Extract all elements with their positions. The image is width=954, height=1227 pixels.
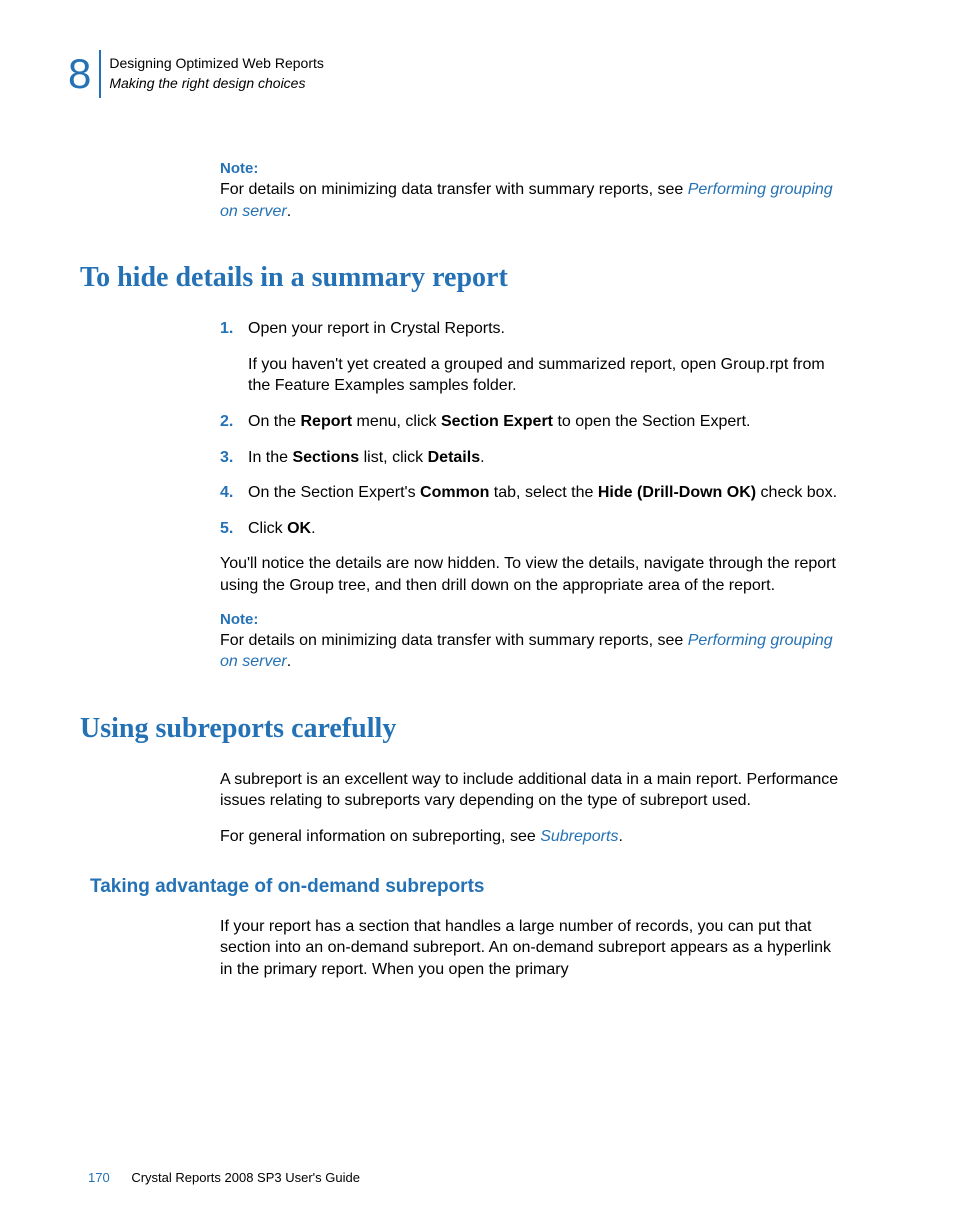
list-item: 5. Click OK. — [220, 518, 840, 540]
header-divider — [99, 50, 101, 98]
steps-list: 1. Open your report in Crystal Reports. … — [220, 318, 840, 539]
note-text-after: . — [287, 203, 291, 220]
subreports-link[interactable]: Subreports — [540, 828, 618, 845]
step-number: 2. — [220, 411, 233, 433]
after-steps-para: You'll notice the details are now hidden… — [220, 553, 840, 596]
list-item: 2. On the Report menu, click Section Exp… — [220, 411, 840, 433]
header-text-block: Designing Optimized Web Reports Making t… — [109, 54, 324, 93]
step-text: In the Sections list, click Details. — [248, 449, 485, 466]
section-heading-subreports: Using subreports carefully — [80, 713, 840, 745]
ondemand-para: If your report has a section that handle… — [220, 916, 840, 981]
list-item: 4. On the Section Expert's Common tab, s… — [220, 482, 840, 504]
note-text-before: For details on minimizing data transfer … — [220, 632, 688, 649]
step-number: 5. — [220, 518, 233, 540]
subsection-heading-ondemand: Taking advantage of on-demand subreports — [90, 876, 840, 898]
subreports-para1: A subreport is an excellent way to inclu… — [220, 769, 840, 812]
step-text: Click OK. — [248, 520, 316, 537]
para2-before: For general information on subreporting,… — [220, 828, 540, 845]
page-header: 8 Designing Optimized Web Reports Making… — [68, 50, 324, 98]
section-heading-hide-details: To hide details in a summary report — [80, 262, 840, 294]
note-text-before: For details on minimizing data transfer … — [220, 181, 688, 198]
page-number: 170 — [88, 1170, 110, 1185]
note-label: Note: — [220, 160, 840, 177]
header-subtitle: Making the right design choices — [109, 74, 324, 94]
para2-after: . — [618, 828, 622, 845]
content-area: Note: For details on minimizing data tra… — [220, 160, 840, 980]
subreports-para2: For general information on subreporting,… — [220, 826, 840, 848]
note-text-after: . — [287, 653, 291, 670]
footer-title: Crystal Reports 2008 SP3 User's Guide — [131, 1170, 360, 1185]
note-text: For details on minimizing data transfer … — [220, 179, 840, 222]
list-item: 1. Open your report in Crystal Reports. — [220, 318, 840, 340]
step-number: 1. — [220, 318, 233, 340]
chapter-number: 8 — [68, 53, 91, 95]
step-number: 4. — [220, 482, 233, 504]
list-item: 3. In the Sections list, click Details. — [220, 447, 840, 469]
note-text: For details on minimizing data transfer … — [220, 630, 840, 673]
step-text: On the Report menu, click Section Expert… — [248, 413, 750, 430]
step-number: 3. — [220, 447, 233, 469]
note-label: Note: — [220, 611, 840, 628]
header-title: Designing Optimized Web Reports — [109, 54, 324, 74]
step-text: Open your report in Crystal Reports. — [248, 320, 505, 337]
step-subtext: If you haven't yet created a grouped and… — [220, 354, 840, 397]
step-text: On the Section Expert's Common tab, sele… — [248, 484, 837, 501]
page-footer: 170 Crystal Reports 2008 SP3 User's Guid… — [88, 1170, 360, 1185]
